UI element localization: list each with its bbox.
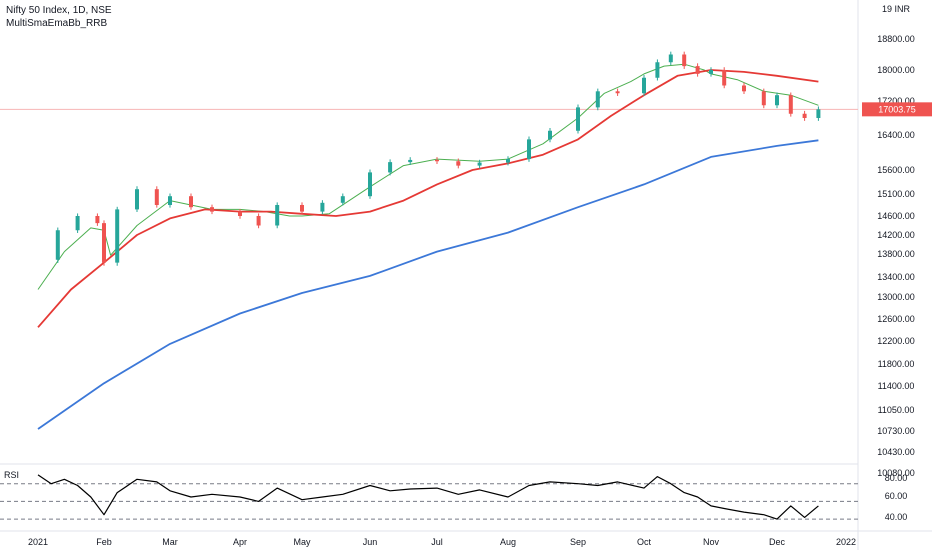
candle-body (527, 139, 531, 160)
candle-body (615, 91, 620, 94)
candle-body (435, 159, 439, 162)
price-tick-label: 10730.00 (877, 426, 915, 436)
symbol-title[interactable]: Nifty 50 Index, 1D, NSE (6, 5, 112, 16)
candle-body (340, 196, 345, 203)
series-line-sma50 (37, 69, 819, 328)
candle-body (320, 202, 325, 212)
price-tick-label: 14600.00 (877, 211, 915, 221)
series-line-ema20 (37, 63, 819, 290)
candle-body (300, 205, 304, 212)
candle-body (722, 70, 727, 86)
candle-body (55, 230, 60, 260)
candle-body (154, 189, 159, 205)
candle-body (102, 223, 106, 263)
price-tick-label: 11400.00 (878, 381, 915, 391)
price-tick-label: 12200.00 (877, 336, 915, 346)
candle-body (189, 196, 193, 208)
candle-body (135, 189, 139, 210)
time-tick-label: Jul (431, 537, 443, 547)
candle-body (408, 159, 413, 163)
candle-body (115, 209, 120, 263)
candle-body (642, 77, 646, 94)
time-tick-label: May (293, 537, 311, 547)
candle-body (168, 196, 172, 205)
time-tick-label: Aug (500, 537, 516, 547)
legend: Nifty 50 Index, 1D, NSE MultiSmaEmaBb_RR… (6, 4, 112, 30)
candle-body (388, 162, 393, 173)
price-tick-label: 13000.00 (877, 292, 915, 302)
candle-body (238, 211, 242, 216)
time-tick-label: Feb (96, 537, 112, 547)
candle-body (802, 113, 807, 118)
price-top-partial: 19 INR (882, 4, 911, 14)
indicator-name[interactable]: MultiSmaEmaBb_RRB (6, 18, 108, 29)
candle-body (788, 95, 793, 114)
price-tick-label: 13800.00 (877, 249, 915, 259)
price-tick-label: 14200.00 (877, 230, 915, 240)
time-tick-label: Apr (233, 537, 247, 547)
candle-body (95, 216, 100, 224)
price-tick-label: 11050.00 (878, 405, 915, 415)
candle-body (275, 205, 280, 226)
time-tick-label: Dec (769, 537, 786, 547)
series-line-sma200 (37, 139, 819, 430)
candle-body (742, 85, 746, 92)
time-tick-label: 2021 (28, 537, 48, 547)
candle-body (210, 207, 214, 212)
price-tick-label: 13400.00 (877, 272, 915, 282)
last-price-label: 17003.75 (878, 104, 916, 114)
candle-body (816, 109, 821, 118)
candle-body (456, 161, 461, 166)
time-tick-label: Nov (703, 537, 720, 547)
candle-body (506, 159, 510, 163)
candle-body (595, 91, 600, 108)
price-tick-label: 12600.00 (877, 314, 915, 324)
candle-body (655, 62, 660, 78)
candle-body (368, 172, 372, 197)
time-tick-label: Mar (162, 537, 178, 547)
candle-body (709, 70, 713, 74)
price-tick-label: 15100.00 (877, 189, 915, 199)
candle-body (761, 91, 766, 106)
rsi-line (37, 474, 819, 520)
price-tick-label: 15600.00 (877, 165, 915, 175)
candle-body (695, 66, 700, 74)
last-price-badge (862, 102, 932, 117)
price-tick-label: 10430.00 (877, 447, 915, 457)
candle-body (668, 54, 673, 63)
rsi-tick-label: 80.00 (885, 473, 908, 483)
rsi-label: RSI (4, 470, 19, 480)
price-tick-label: 16400.00 (877, 130, 915, 140)
candle-body (548, 130, 552, 140)
axis-layer: RSI 18800.00 18000.00 17200.00 16400.00 15600… (4, 4, 932, 547)
price-tick-label: 18000.00 (877, 65, 915, 75)
candle-body (775, 95, 779, 106)
time-tick-label: 2022 (836, 537, 856, 547)
candle-body (256, 216, 261, 226)
rsi-tick-label: 60.00 (885, 491, 908, 501)
time-tick-label: Oct (637, 537, 652, 547)
series-layer (37, 51, 821, 520)
price-tick-label: 10080.00 (877, 468, 915, 478)
price-tick-label: 18800.00 (877, 34, 915, 44)
time-tick-label: Sep (570, 537, 586, 547)
candle-body (682, 54, 687, 67)
rsi-tick-label: 40.00 (885, 512, 908, 522)
time-tick-label: Jun (363, 537, 378, 547)
candle-body (477, 162, 482, 166)
price-tick-label: 11800.00 (878, 359, 915, 369)
price-tick-label: 17200.00 (877, 96, 915, 106)
candle-body (576, 107, 580, 131)
candle-body (75, 216, 80, 231)
